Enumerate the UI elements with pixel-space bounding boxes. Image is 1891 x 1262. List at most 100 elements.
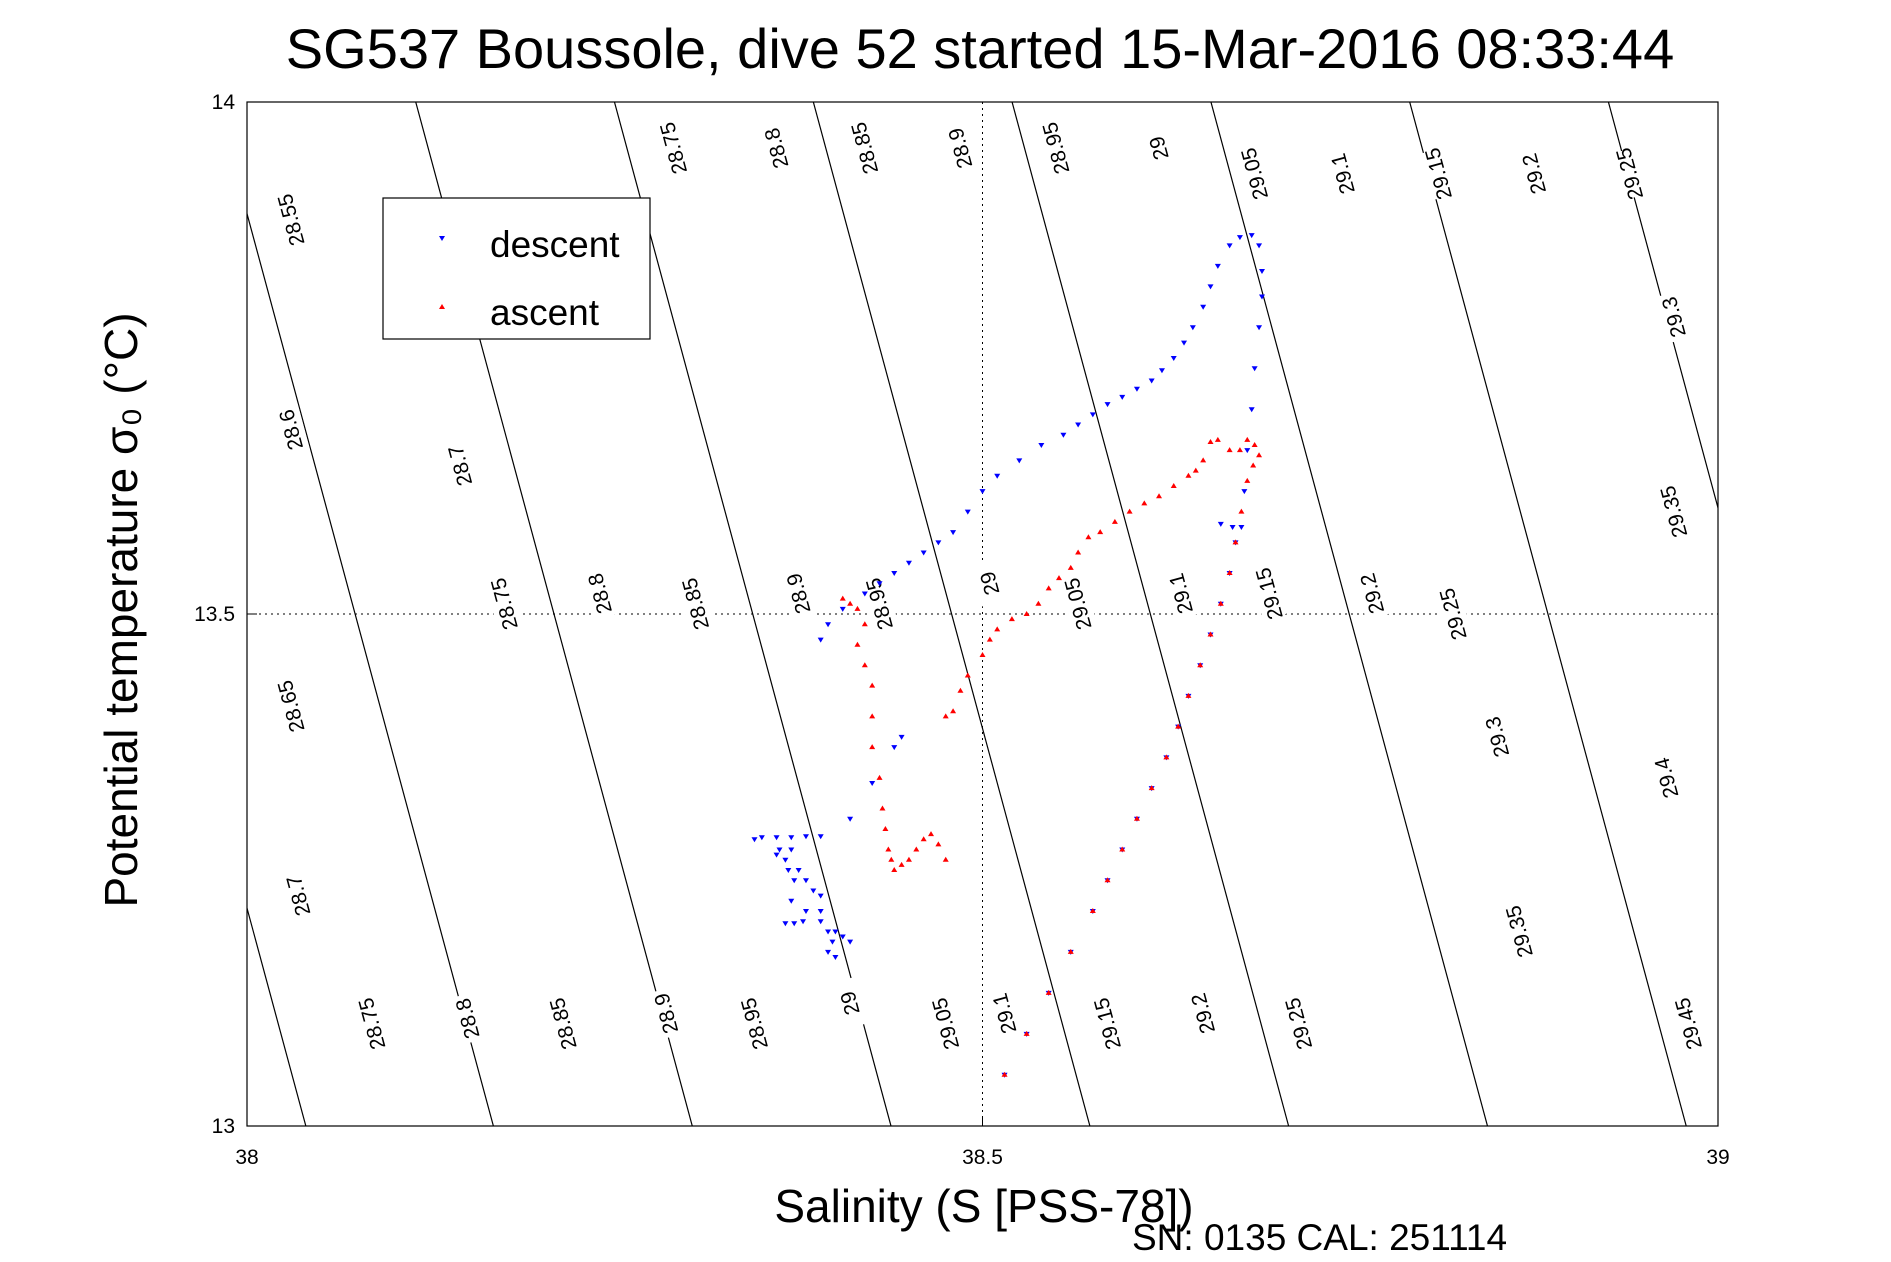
descent-point	[825, 929, 832, 935]
chart-title: SG537 Boussole, dive 52 started 15-Mar-2…	[286, 17, 1674, 80]
contour-label-background	[1478, 710, 1517, 764]
descent-point	[1148, 378, 1155, 384]
contour-label-background	[654, 121, 693, 175]
descent-point	[785, 868, 792, 873]
contour-label: 29.1	[1327, 151, 1360, 196]
contour-label-background	[831, 976, 869, 1030]
descent-point	[1016, 458, 1023, 464]
ascent-point	[869, 713, 876, 719]
ascent-point	[869, 682, 876, 688]
contour-label-background	[735, 997, 774, 1051]
ascent-point	[1163, 754, 1170, 760]
contour-label-background	[1088, 997, 1127, 1051]
ascent-point	[1226, 570, 1233, 576]
descent-point	[1170, 356, 1177, 361]
contour-label-background	[1140, 121, 1178, 175]
descent-point	[847, 939, 854, 945]
ascent-point	[854, 641, 861, 647]
ascent-point	[964, 672, 971, 678]
ascent-point	[1244, 436, 1251, 442]
density-contour-line	[247, 211, 494, 1126]
ascent-point	[905, 856, 912, 862]
ascent-point	[891, 867, 898, 872]
ascent-point	[1141, 500, 1148, 506]
ascent-point	[1251, 442, 1258, 448]
descent-point	[1256, 243, 1263, 249]
legend: descent ascent	[382, 197, 651, 340]
y-tick-label: 13	[212, 1115, 235, 1138]
contour-label-background	[1500, 904, 1539, 958]
descent-point	[791, 921, 798, 927]
descent-point	[1089, 412, 1096, 418]
ascent-point	[1185, 472, 1192, 478]
x-tick-label: 39	[1706, 1146, 1729, 1169]
ascent-point	[913, 846, 920, 852]
descent-point	[1256, 325, 1263, 331]
descent-point	[802, 834, 809, 840]
contour-label-background	[272, 679, 310, 733]
ascent-point	[861, 662, 868, 668]
descent-point	[802, 878, 809, 884]
ascent-point	[957, 687, 964, 693]
ascent-point	[847, 600, 854, 606]
descent-point	[964, 509, 971, 515]
contour-label-background	[1162, 566, 1200, 621]
ascent-point	[1023, 1030, 1030, 1036]
descent-point	[800, 919, 807, 925]
descent-point	[829, 939, 836, 945]
ascent-point	[1214, 436, 1221, 442]
descent-point	[1200, 304, 1207, 310]
ascent-point	[1156, 493, 1163, 499]
ascent-point	[1104, 877, 1111, 883]
contour-label-background	[272, 403, 310, 457]
ascent-point	[1023, 611, 1030, 616]
ascent-point	[1207, 631, 1214, 637]
ascent-point	[979, 651, 986, 657]
descent-point	[825, 622, 832, 628]
contour-label-background	[676, 577, 715, 631]
contour-label: 29.1	[1165, 571, 1198, 616]
descent-point	[788, 898, 795, 904]
descent-point	[1248, 407, 1255, 413]
density-contour-line	[1409, 102, 1687, 1126]
ascent-point	[1055, 575, 1062, 581]
density-contour-line	[247, 905, 307, 1126]
descent-point	[994, 473, 1001, 479]
ascent-point	[1008, 616, 1015, 622]
contour-label-background	[279, 869, 318, 923]
ascent-point	[1133, 815, 1140, 821]
ascent-point	[1244, 477, 1251, 483]
descent-point	[832, 955, 839, 961]
legend-marker-descent	[439, 236, 445, 241]
descent-point	[1158, 368, 1165, 374]
contour-label-background	[1419, 147, 1458, 201]
descent-point	[825, 949, 832, 955]
ascent-point	[1192, 467, 1199, 473]
descent-point	[935, 540, 942, 546]
ascent-point	[920, 836, 927, 842]
x-axis-label: Salinity (S [PSS-78])	[774, 1180, 1193, 1232]
descent-point	[773, 835, 780, 841]
ascent-point	[839, 595, 846, 601]
descent-point	[788, 835, 795, 841]
contour-label-background	[860, 577, 899, 631]
descent-point	[758, 835, 765, 841]
contour-label-background	[1250, 566, 1289, 621]
descent-point	[979, 489, 986, 495]
descent-point	[898, 734, 905, 740]
x-tick-label: 38.5	[962, 1146, 1003, 1169]
descent-point	[817, 834, 824, 840]
ascent-point	[1097, 529, 1104, 535]
contour-label-background	[272, 193, 310, 247]
ascent-point	[1085, 534, 1092, 540]
contour-label-background	[647, 986, 686, 1040]
legend-entry-ascent: ascent	[439, 292, 600, 333]
ascent-point	[1232, 539, 1239, 545]
contour-label: 28.7	[444, 443, 477, 488]
contour-label: 28.8	[584, 571, 617, 616]
descent-point	[1181, 340, 1188, 346]
descent-point	[817, 637, 824, 643]
ascent-point	[1126, 508, 1133, 514]
ascent-point	[942, 713, 949, 719]
